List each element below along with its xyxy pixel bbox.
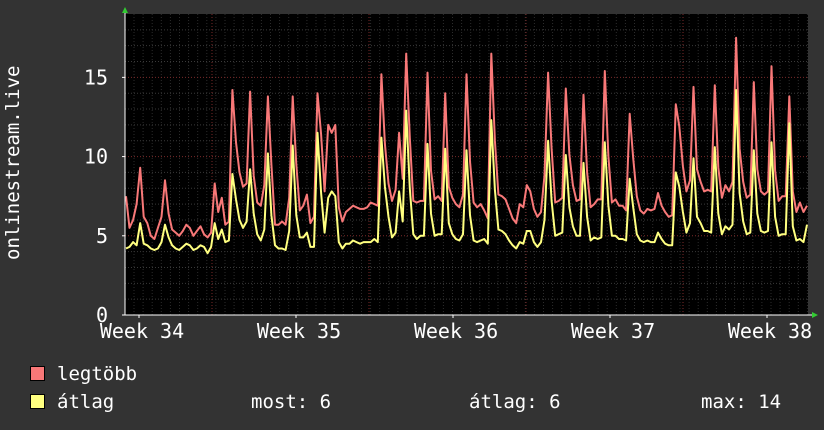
y-tick-label: 0 [96, 303, 108, 327]
stat-max: max: 14 [701, 391, 781, 413]
series-line-legtobb [125, 36, 808, 240]
legend-item-legtobb: legtöbb [30, 363, 137, 385]
stat-average: átlag: 6 [469, 391, 561, 413]
y-axis-label: onlinestream.live [2, 65, 24, 261]
legend-label-legtobb: legtöbb [57, 363, 138, 385]
stat-now: most: 6 [251, 391, 331, 413]
axes [122, 7, 818, 318]
stat-average-label: átlag: [469, 391, 538, 413]
stat-max-label: max: [701, 391, 747, 413]
x-tick-label: Week 36 [414, 319, 498, 343]
x-tick-label: Week 35 [257, 319, 341, 343]
legend-label-atlag: átlag [57, 391, 115, 413]
x-tick-label: Week 38 [728, 319, 812, 343]
stat-now-value: 6 [319, 391, 332, 413]
y-axis-arrow-icon [122, 7, 128, 13]
stat-average-value: 6 [549, 391, 561, 413]
x-tick-label: Week 37 [571, 319, 655, 343]
series-line-atlag [125, 89, 808, 255]
y-tick-label: 10 [84, 145, 108, 169]
legend-swatch-legtobb [30, 366, 45, 381]
legend-item-atlag: átlag [30, 391, 114, 413]
stat-max-value: 14 [758, 391, 782, 413]
legend-swatch-atlag [30, 394, 45, 409]
y-tick-label: 5 [96, 224, 108, 248]
stat-now-label: most: [251, 391, 309, 413]
y-tick-label: 15 [84, 65, 108, 89]
series-group [125, 36, 808, 255]
tick-labels: 0 5 10 15 Week 34 Week 35 Week 36 Week 37 Week 3… [84, 65, 812, 343]
x-axis-arrow-icon [812, 312, 818, 318]
x-tick-label: Week 34 [100, 319, 184, 343]
